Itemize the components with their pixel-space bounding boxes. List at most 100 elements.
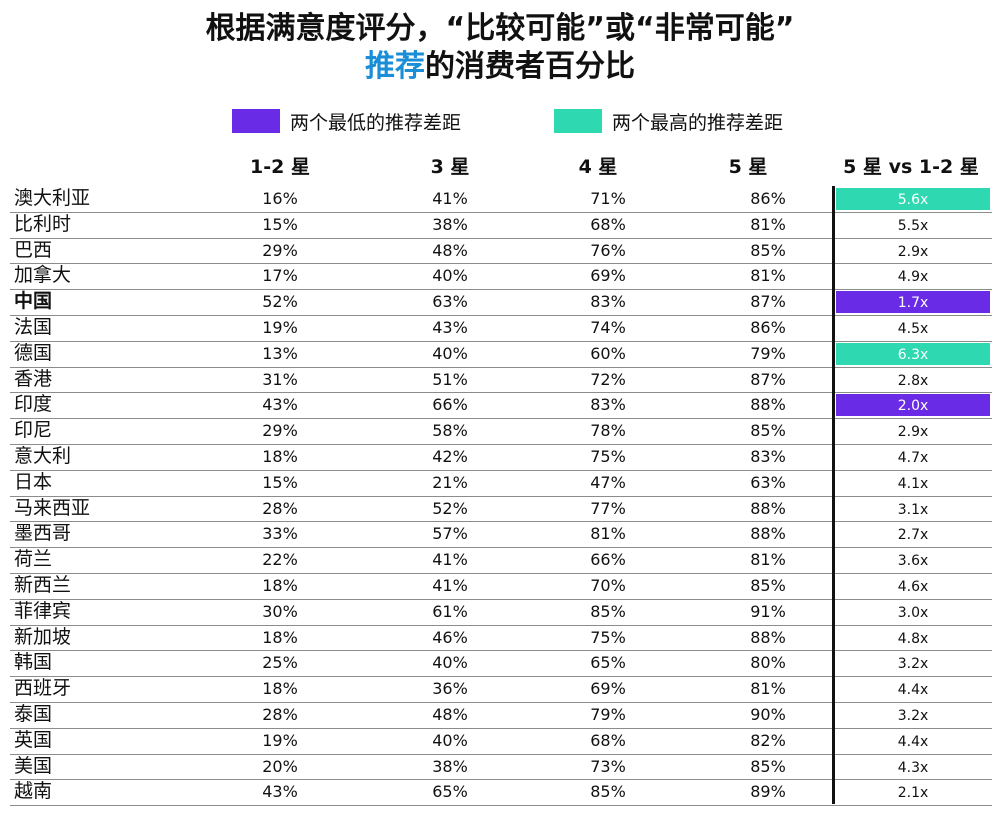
value-cell: 30% <box>262 601 298 621</box>
table-row: 韩国 25% 40% 65% 80% 3.2x <box>10 650 992 678</box>
value-cell: 58% <box>432 421 468 441</box>
value-cell: 86% <box>750 189 786 208</box>
value-cell: 63% <box>750 472 786 492</box>
value-cell: 65% <box>432 782 468 802</box>
value-cell: 31% <box>262 369 298 389</box>
country-label: 加拿大 <box>14 264 72 287</box>
value-cell: 43% <box>432 318 468 337</box>
value-cell: 18% <box>262 576 298 595</box>
country-label: 新西兰 <box>14 574 72 596</box>
table-row: 中国 52% 63% 83% 87% 1.7x <box>10 289 992 316</box>
value-cell: 88% <box>750 498 786 518</box>
value-cell: 79% <box>590 705 626 724</box>
country-label: 比利时 <box>14 212 72 235</box>
value-cell: 85% <box>750 421 786 441</box>
value-cell: 77% <box>590 498 626 518</box>
value-cell: 82% <box>750 730 786 750</box>
country-label: 美国 <box>14 754 53 777</box>
ratio-cell: 3.6x <box>897 553 929 570</box>
value-cell: 51% <box>432 369 468 389</box>
ratio-cell: 4.3x <box>897 759 929 776</box>
table-row: 印尼 29% 58% 78% 85% 2.9x <box>10 418 992 445</box>
country-label: 澳大利亚 <box>14 187 91 209</box>
table-row: 英国 19% 40% 68% 82% 4.4x <box>10 728 992 755</box>
legend-high: 两个最高的推荐差距 <box>554 108 783 134</box>
table-row: 加拿大 17% 40% 69% 81% 4.9x <box>10 263 992 291</box>
value-cell: 70% <box>590 576 626 595</box>
value-cell: 63% <box>432 292 468 312</box>
value-cell: 88% <box>750 627 786 647</box>
title-highlight: 推荐 <box>365 49 425 84</box>
header-3-star: 3 星 <box>430 156 470 178</box>
table-row: 越南 43% 65% 85% 89% 2.1x <box>10 779 992 807</box>
legend-low-swatch <box>232 109 280 133</box>
value-cell: 18% <box>262 447 298 466</box>
table-row: 澳大利亚 16% 41% 71% 86% 5.6x <box>10 186 992 213</box>
value-cell: 29% <box>262 240 298 260</box>
value-cell: 52% <box>262 292 298 312</box>
ratio-cell: 4.8x <box>897 630 929 647</box>
value-cell: 22% <box>262 550 298 570</box>
value-cell: 88% <box>750 395 786 415</box>
legend-low-label: 两个最低的推荐差距 <box>290 111 462 134</box>
header-ratio: 5 星 vs 1-2 星 <box>843 156 979 178</box>
country-label: 马来西亚 <box>14 496 91 519</box>
legend-low: 两个最低的推荐差距 <box>232 108 461 134</box>
value-cell: 85% <box>750 756 786 776</box>
value-cell: 76% <box>590 240 626 260</box>
value-cell: 71% <box>590 189 626 208</box>
ratio-cell: 2.9x <box>897 243 929 260</box>
country-label: 西班牙 <box>14 677 72 700</box>
table-row: 美国 20% 38% 73% 85% 4.3x <box>10 754 992 781</box>
value-cell: 13% <box>262 343 298 363</box>
table-row: 新加坡 18% 46% 75% 88% 4.8x <box>10 625 992 652</box>
legend-high-label: 两个最高的推荐差距 <box>612 111 784 134</box>
value-cell: 79% <box>750 343 786 363</box>
value-cell: 47% <box>590 472 626 492</box>
legend-high-swatch <box>554 109 602 133</box>
value-cell: 19% <box>262 318 298 337</box>
value-cell: 57% <box>432 524 468 544</box>
table-row: 比利时 15% 38% 68% 81% 5.5x <box>10 212 992 239</box>
value-cell: 61% <box>432 601 468 621</box>
country-label: 荷兰 <box>14 548 53 571</box>
value-cell: 41% <box>432 550 468 570</box>
value-cell: 16% <box>262 189 298 208</box>
country-label: 印尼 <box>14 419 53 442</box>
value-cell: 68% <box>590 214 626 234</box>
value-cell: 17% <box>262 266 298 286</box>
value-cell: 66% <box>432 395 468 415</box>
value-cell: 52% <box>432 498 468 518</box>
ratio-cell: 6.3x <box>836 342 990 365</box>
table-row: 德国 13% 40% 60% 79% 6.3x <box>10 341 992 368</box>
value-cell: 15% <box>262 214 298 234</box>
value-cell: 69% <box>590 679 626 699</box>
value-cell: 33% <box>262 524 298 544</box>
table-row: 日本 15% 21% 47% 63% 4.1x <box>10 470 992 497</box>
value-cell: 85% <box>590 601 626 621</box>
country-label: 香港 <box>14 367 53 390</box>
value-cell: 83% <box>590 395 626 415</box>
value-cell: 88% <box>750 524 786 544</box>
value-cell: 75% <box>590 627 626 647</box>
value-cell: 18% <box>262 627 298 647</box>
table-row: 新西兰 18% 41% 70% 85% 4.6x <box>10 573 992 600</box>
table-row: 印度 43% 66% 83% 88% 2.0x <box>10 392 992 420</box>
value-cell: 83% <box>590 292 626 312</box>
value-cell: 25% <box>262 653 298 673</box>
ratio-cell: 3.2x <box>897 656 929 673</box>
ratio-cell: 4.7x <box>897 450 929 466</box>
value-cell: 90% <box>750 705 786 724</box>
country-label: 墨西哥 <box>14 522 72 545</box>
country-label: 新加坡 <box>14 625 72 648</box>
value-cell: 81% <box>750 550 786 570</box>
value-cell: 48% <box>432 705 468 724</box>
value-cell: 46% <box>432 627 468 647</box>
value-cell: 43% <box>262 782 298 802</box>
table-row: 巴西 29% 48% 76% 85% 2.9x <box>10 238 992 265</box>
value-cell: 38% <box>432 214 468 234</box>
country-label: 日本 <box>14 470 53 493</box>
value-cell: 42% <box>432 447 468 466</box>
table-row: 法国 19% 43% 74% 86% 4.5x <box>10 315 992 342</box>
value-cell: 72% <box>590 369 626 389</box>
